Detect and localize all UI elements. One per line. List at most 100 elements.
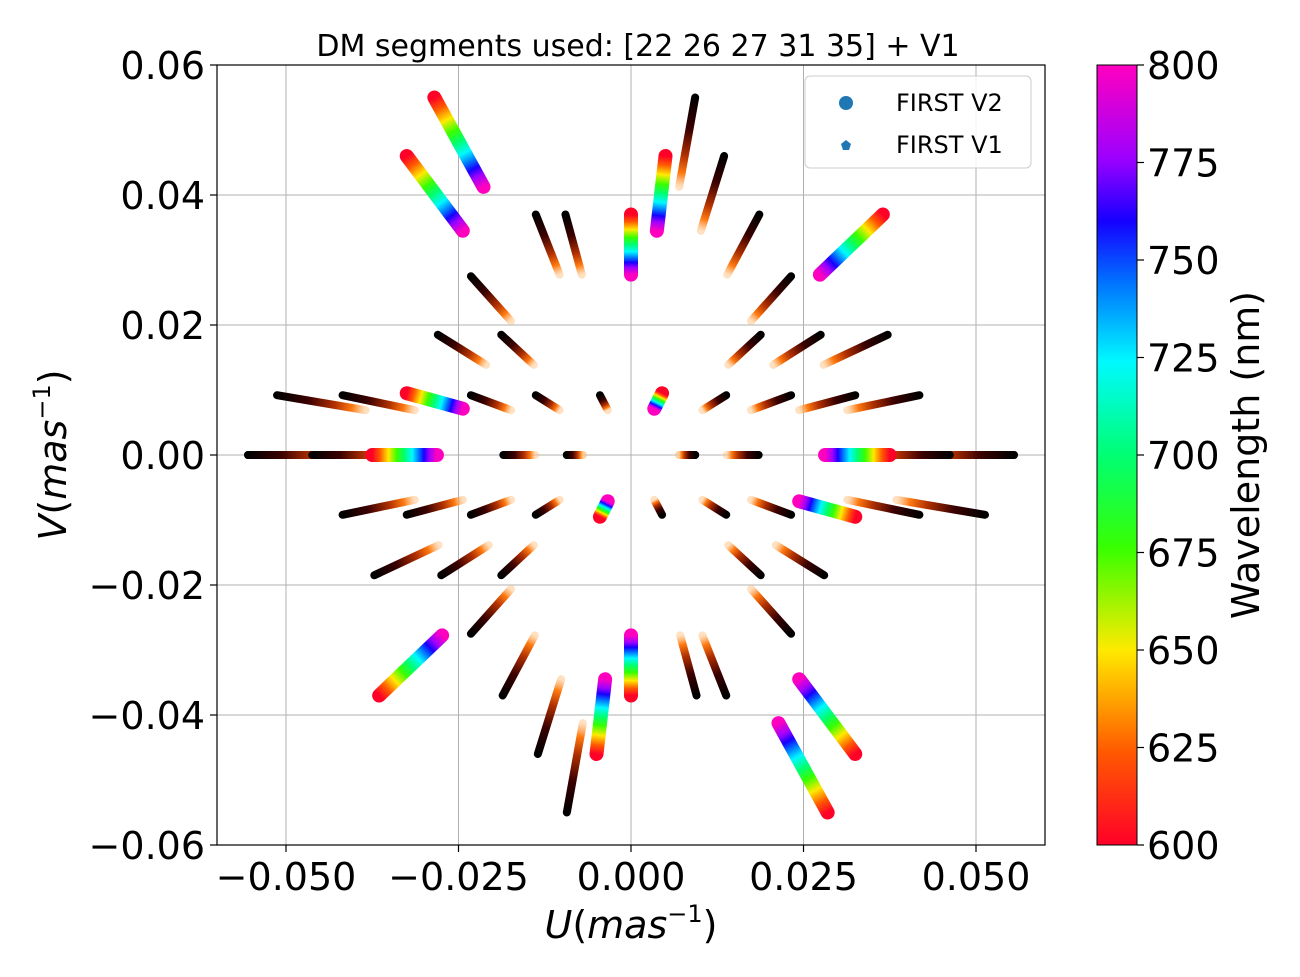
first-v1-point [843,495,924,519]
x-tick-label: 0.025 [749,855,858,899]
first-v2-point [399,386,470,416]
legend-v2-marker [839,96,853,110]
x-tick-label: −0.025 [388,855,529,899]
y-tick-label: −0.06 [89,824,205,868]
first-v1-point [466,495,515,519]
colorbar-tick-label: 700 [1147,434,1220,478]
first-v1-point [533,675,566,758]
colorbar-tick-label: 725 [1147,337,1220,381]
first-v1-point [747,391,796,415]
x-axis-close: ) [703,903,718,947]
first-v1-point [843,391,924,415]
first-v1-point [698,631,731,700]
x-axis-var: U [545,903,573,947]
first-v1-point [466,585,515,638]
first-v1-series [244,93,1018,817]
x-axis-unit: mas [587,903,667,947]
first-v1-point [338,495,419,519]
first-v1-point [650,495,667,519]
first-v1-point [437,541,493,580]
colorbar-tick-label: 625 [1147,727,1220,771]
first-v1-point [724,541,765,580]
first-v1-point [747,585,796,638]
first-v2-point [812,207,890,282]
first-v1-point [676,631,701,700]
colorbar-ticks: 600 625 650 675 700 725 750 775 800 [1137,44,1220,868]
colorbar-tick-label: 650 [1147,629,1220,673]
x-tick-label: −0.050 [216,855,357,899]
colorbar-gradient [1096,64,1138,846]
first-v2-point [792,494,863,524]
first-v1-point [595,391,612,415]
first-v2-point [399,149,470,238]
first-v1-point [769,330,825,369]
first-v1-point [771,541,829,580]
colorbar-label: Wavelength (nm) [1224,291,1268,619]
first-v1-point [795,391,860,415]
first-v1-point [819,330,892,369]
y-axis-close: ) [31,369,75,384]
first-v1-point [562,719,587,817]
first-v2-point [372,628,450,703]
first-v1-point [531,391,564,415]
legend: FIRST V2 FIRST V1 [804,75,1032,169]
first-v2-series [365,90,897,820]
first-v1-point [698,391,731,415]
colorbar: 600 625 650 675 700 725 750 775 800 Wavelength (… [1096,44,1268,868]
first-v2-point [647,386,670,416]
first-v1-point [531,495,564,519]
tick-layer: −0.050 −0.025 0.000 0.025 0.050 0.06 0.04 0.02 0… [89,44,1031,899]
y-tick-label: 0.04 [120,174,205,218]
y-tick-label: 0.02 [120,304,205,348]
legend-v1-marker [841,140,851,150]
first-v1-point [498,631,539,700]
first-v1-point [723,210,764,279]
first-v1-point [273,391,370,415]
first-v1-point [724,330,765,369]
colorbar-tick-label: 775 [1147,142,1220,186]
colorbar-tick-label: 800 [1147,44,1220,88]
legend-v1-label: FIRST V1 [896,131,1003,159]
first-v1-point [698,495,731,519]
x-axis-label: U(mas−1) [545,900,718,947]
first-v1-point [747,495,796,519]
y-tick-label: −0.02 [89,564,205,608]
first-v1-point [561,210,586,279]
y-axis-var: V [31,512,75,541]
first-v1-point [466,391,515,415]
colorbar-tick-label: 675 [1147,532,1220,576]
first-v2-point [589,672,613,761]
first-v1-point [696,152,729,235]
x-tick-label: 0.000 [577,855,686,899]
first-v1-point [338,391,419,415]
first-v2-point [649,149,673,238]
x-axis-open: ( [572,903,587,947]
y-tick-label: 0.06 [120,44,205,88]
first-v2-point [592,494,615,524]
legend-box [804,75,1032,169]
first-v1-point [466,272,515,325]
y-axis-unit: mas [31,420,75,500]
y-axis-open: ( [31,500,75,515]
first-v1-point [497,541,538,580]
legend-v2-label: FIRST V2 [896,89,1003,117]
x-tick-label: 0.050 [922,855,1031,899]
colorbar-tick-label: 750 [1147,239,1220,283]
chart-title: DM segments used: [22 26 27 31 35] + V1 [316,29,959,64]
first-v1-point [370,541,443,580]
y-tick-label: 0.00 [120,434,205,478]
first-v1-point [402,495,467,519]
first-v2-point [427,90,491,194]
first-v1-point [675,93,700,191]
first-v1-point [747,272,796,325]
first-v1-point [497,330,538,369]
first-v2-point [792,672,863,761]
first-v2-point [771,716,835,820]
first-v1-point [433,330,491,369]
first-v1-point [892,495,989,519]
colorbar-tick-label: 600 [1147,824,1220,868]
first-v1-point [531,210,564,279]
y-axis-label: V(mas−1) [28,369,75,540]
